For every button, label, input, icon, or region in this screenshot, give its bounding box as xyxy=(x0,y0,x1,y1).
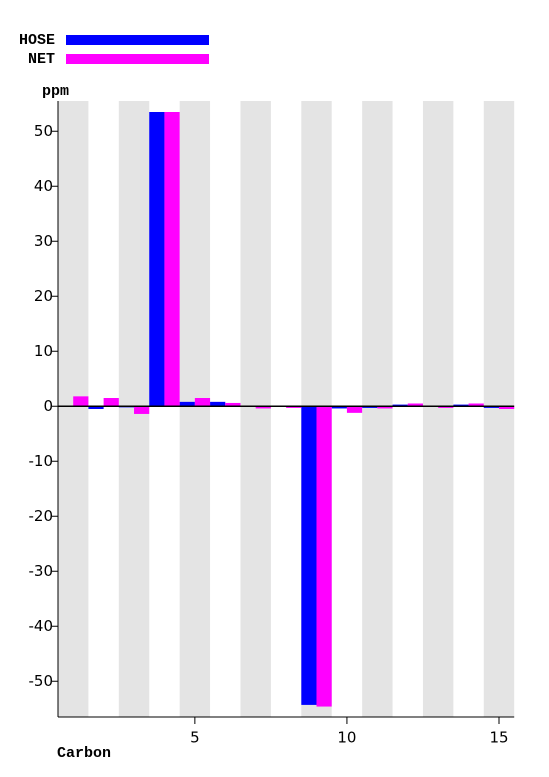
stripe xyxy=(179,101,211,717)
bar xyxy=(286,406,302,408)
bar xyxy=(210,401,226,407)
y-tick-label: -30 xyxy=(29,562,54,580)
bar xyxy=(73,396,89,407)
y-tick-label: 10 xyxy=(34,342,53,360)
bar xyxy=(164,112,180,407)
bar xyxy=(346,406,363,413)
bar xyxy=(362,406,378,408)
y-tick-label: -20 xyxy=(29,507,54,525)
y-tick-label: -40 xyxy=(29,617,54,635)
bar xyxy=(134,406,150,414)
x-axis-label: Carbon xyxy=(57,745,111,762)
bar xyxy=(498,406,515,409)
bar xyxy=(438,406,454,408)
x-tick-label: 5 xyxy=(190,729,200,747)
bar xyxy=(392,404,408,407)
bar xyxy=(453,404,469,407)
bar xyxy=(331,406,347,409)
y-tick-label: -50 xyxy=(29,672,54,690)
stripe xyxy=(362,101,393,717)
bar xyxy=(468,403,484,407)
legend-swatch xyxy=(66,54,209,64)
bar xyxy=(103,398,119,407)
bar xyxy=(301,406,317,705)
x-tick-label: 10 xyxy=(337,729,356,747)
y-tick-label: 40 xyxy=(34,177,53,195)
legend-swatch xyxy=(66,35,209,45)
stripe xyxy=(240,101,271,717)
legend-label: NET xyxy=(28,51,55,68)
x-tick-label: 15 xyxy=(489,729,508,747)
bar xyxy=(483,406,499,408)
bar xyxy=(316,406,332,707)
bar xyxy=(255,406,271,409)
y-tick-label: 20 xyxy=(34,287,53,305)
bar xyxy=(407,403,423,407)
y-axis-label: ppm xyxy=(42,83,69,100)
bar xyxy=(225,402,241,407)
y-tick-label: 30 xyxy=(34,232,53,250)
stripe xyxy=(422,101,454,717)
y-tick-label: -10 xyxy=(29,452,54,470)
bar xyxy=(377,406,393,409)
stripe xyxy=(58,101,89,717)
legend-label: HOSE xyxy=(19,32,55,49)
bar xyxy=(149,112,165,407)
bar xyxy=(88,406,104,409)
y-tick-label: 50 xyxy=(34,122,53,140)
bar xyxy=(194,398,211,407)
bar xyxy=(179,401,195,407)
y-tick-label: 0 xyxy=(43,397,53,415)
